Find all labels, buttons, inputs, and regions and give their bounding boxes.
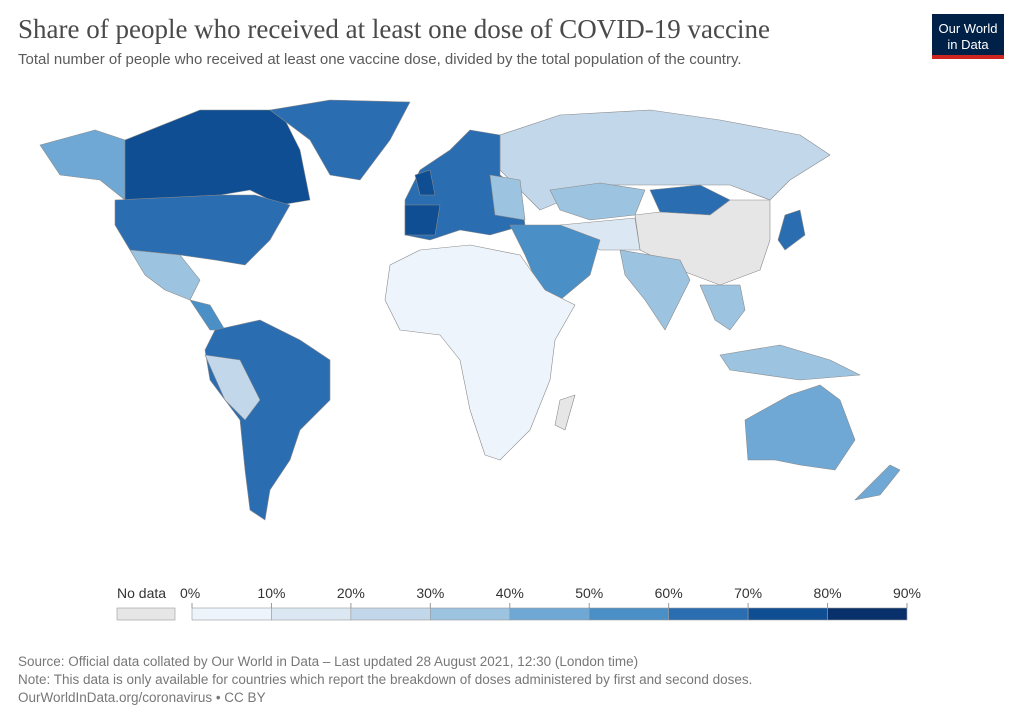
legend-bin [747, 607, 828, 621]
legend-tick-label: 60% [655, 585, 683, 601]
legend-bin [430, 607, 511, 621]
country[interactable] [129, 249, 201, 301]
country[interactable] [124, 109, 311, 206]
country[interactable] [854, 464, 901, 501]
no-data-label: No data [117, 585, 166, 601]
country[interactable] [39, 129, 126, 201]
country[interactable] [719, 344, 861, 381]
legend-tick-label: 10% [257, 585, 285, 601]
logo[interactable]: Our World in Data [932, 14, 1004, 59]
country[interactable] [744, 384, 856, 471]
legend-bin [588, 607, 669, 621]
country[interactable] [489, 174, 526, 221]
country[interactable] [269, 99, 411, 181]
legend-bin [827, 607, 908, 621]
world-map [39, 99, 901, 521]
legend-tick-label: 90% [893, 585, 921, 601]
country[interactable] [549, 182, 646, 221]
legend-tick-label: 30% [416, 585, 444, 601]
legend-tick-label: 50% [575, 585, 603, 601]
country[interactable] [414, 169, 436, 196]
legend-tick-label: 0% [180, 585, 200, 601]
subtitle: Total number of people who received at l… [18, 51, 742, 68]
legend-tick-label: 80% [814, 585, 842, 601]
country[interactable] [777, 209, 806, 251]
logo-text: in Data [947, 37, 989, 52]
footer-url[interactable]: OurWorldInData.org/coronavirus • CC BY [18, 690, 266, 705]
no-data-swatch [116, 607, 176, 621]
legend-tick-label: 70% [734, 585, 762, 601]
legend-bin [191, 607, 272, 621]
country[interactable] [509, 224, 601, 301]
legend: No data 0% 10% 20% 30% 40% 50% 60% 70% 80% 90% [116, 585, 921, 621]
legend-bin [509, 607, 590, 621]
country[interactable] [114, 194, 291, 266]
logo-text: Our World [939, 21, 998, 36]
logo-box [932, 14, 1004, 55]
country[interactable] [699, 284, 746, 331]
country[interactable] [619, 249, 691, 331]
country[interactable] [204, 319, 331, 521]
legend-bin [668, 607, 749, 621]
country[interactable] [404, 204, 441, 236]
footer-source: Source: Official data collated by Our Wo… [18, 654, 638, 669]
title: Share of people who received at least on… [18, 14, 770, 44]
footer-note: Note: This data is only available for co… [18, 672, 752, 687]
country[interactable] [554, 394, 576, 431]
country[interactable] [204, 354, 261, 421]
legend-bin [271, 607, 352, 621]
legend-bin [350, 607, 431, 621]
legend-tick-label: 20% [337, 585, 365, 601]
logo-bar [932, 55, 1004, 59]
legend-tick-label: 40% [496, 585, 524, 601]
country[interactable] [189, 299, 226, 331]
country[interactable] [384, 244, 576, 461]
